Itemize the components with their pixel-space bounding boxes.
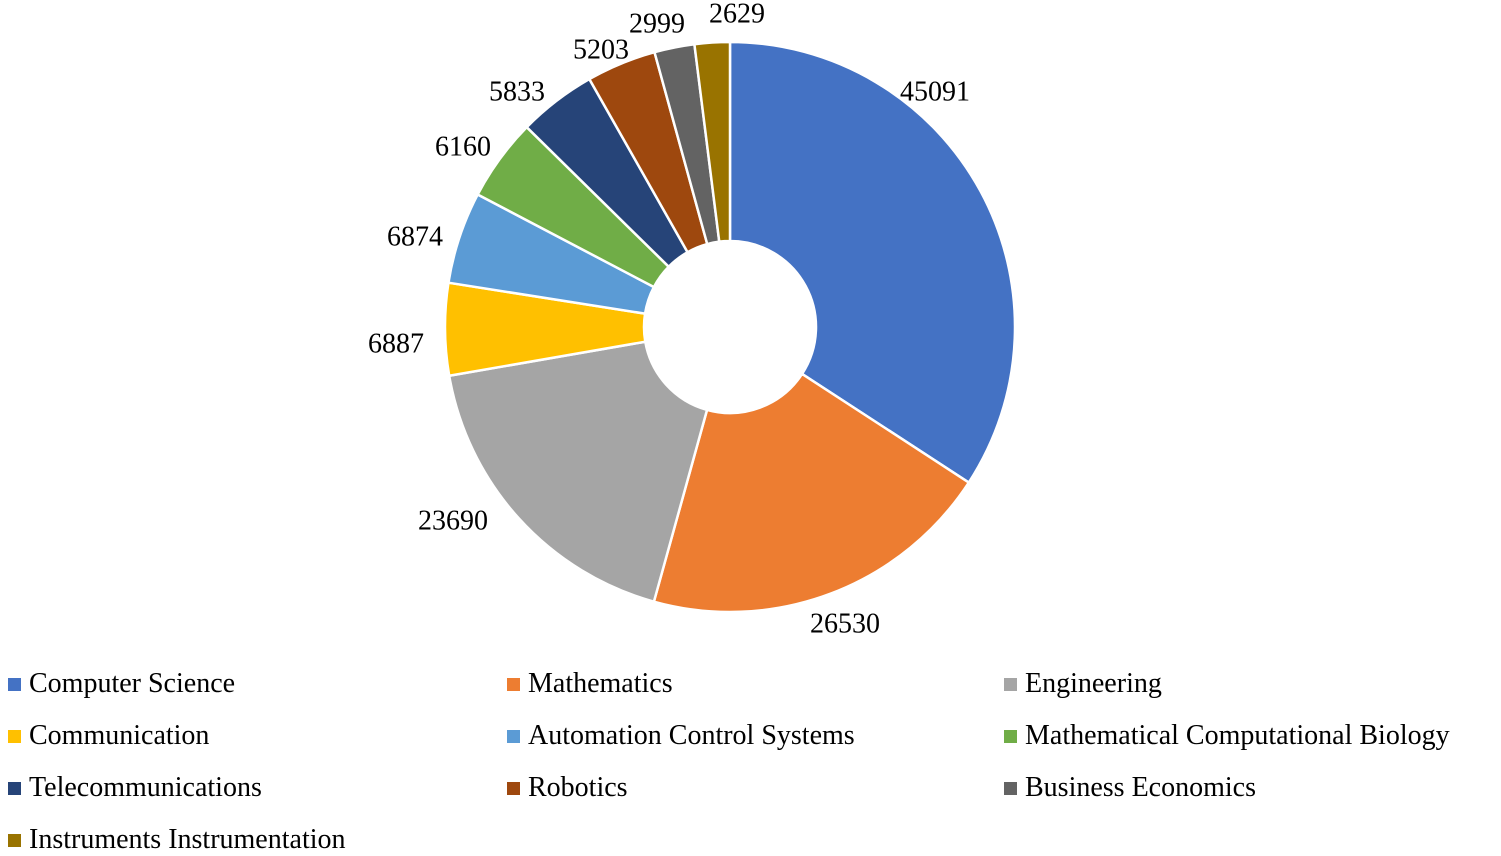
legend-label-mathematics: Mathematics [528,668,673,699]
legend-marker-business-economics [1004,781,1017,795]
data-label-mathematical-computational-biology: 6160 [435,132,491,163]
legend-marker-mathematical-computational-biology [1004,729,1017,743]
data-label-business-economics: 2999 [629,9,685,40]
legend-marker-robotics [507,781,520,795]
legend-item-automation-control-systems: Automation Control Systems [507,722,1004,750]
legend-label-telecommunications: Telecommunications [29,772,262,803]
legend-item-communication: Communication [8,722,507,750]
data-label-communication: 6887 [368,329,424,360]
data-label-mathematics: 26530 [810,609,880,640]
legend-label-business-economics: Business Economics [1025,772,1256,803]
data-label-instruments-instrumentation: 2629 [709,0,765,30]
data-label-engineering: 23690 [418,506,488,537]
legend-marker-engineering [1004,677,1017,691]
data-label-robotics: 5203 [573,35,629,66]
pie-slice-engineering [447,340,709,603]
legend-item-robotics: Robotics [507,774,1004,802]
data-label-telecommunications: 5833 [489,77,545,108]
chart-legend: Computer Science Mathematics Engineering Co… [0,656,1501,854]
data-label-computer-science: 45091 [900,77,970,108]
legend-marker-communication [8,729,21,743]
legend-marker-automation-control-systems [507,729,520,743]
legend-label-instruments-instrumentation: Instruments Instrumentation [29,824,346,855]
legend-label-computer-science: Computer Science [29,668,236,699]
legend-item-instruments-instrumentation: Instruments Instrumentation [8,826,507,854]
legend-label-automation-control-systems: Automation Control Systems [528,720,855,751]
legend-item-business-economics: Business Economics [1004,774,1501,802]
legend-item-telecommunications: Telecommunications [8,774,507,802]
legend-label-communication: Communication [29,720,210,751]
legend-marker-instruments-instrumentation [8,833,21,847]
legend-label-mathematical-computational-biology: Mathematical Computational Biology [1025,720,1450,751]
legend-item-mathematics: Mathematics [507,670,1004,698]
legend-marker-telecommunications [8,781,21,795]
data-label-automation-control-systems: 6874 [387,222,443,253]
pie-slice-computer-science [728,40,1017,484]
legend-item-computer-science: Computer Science [8,670,507,698]
legend-marker-computer-science [8,677,21,691]
pie-slice-instruments-instrumentation [693,40,732,243]
legend-marker-mathematics [507,677,520,691]
legend-label-robotics: Robotics [528,772,628,803]
legend-item-mathematical-computational-biology: Mathematical Computational Biology [1004,722,1501,750]
pie-slice-mathematics [652,372,971,614]
legend-item-engineering: Engineering [1004,670,1501,698]
legend-label-engineering: Engineering [1025,668,1162,699]
